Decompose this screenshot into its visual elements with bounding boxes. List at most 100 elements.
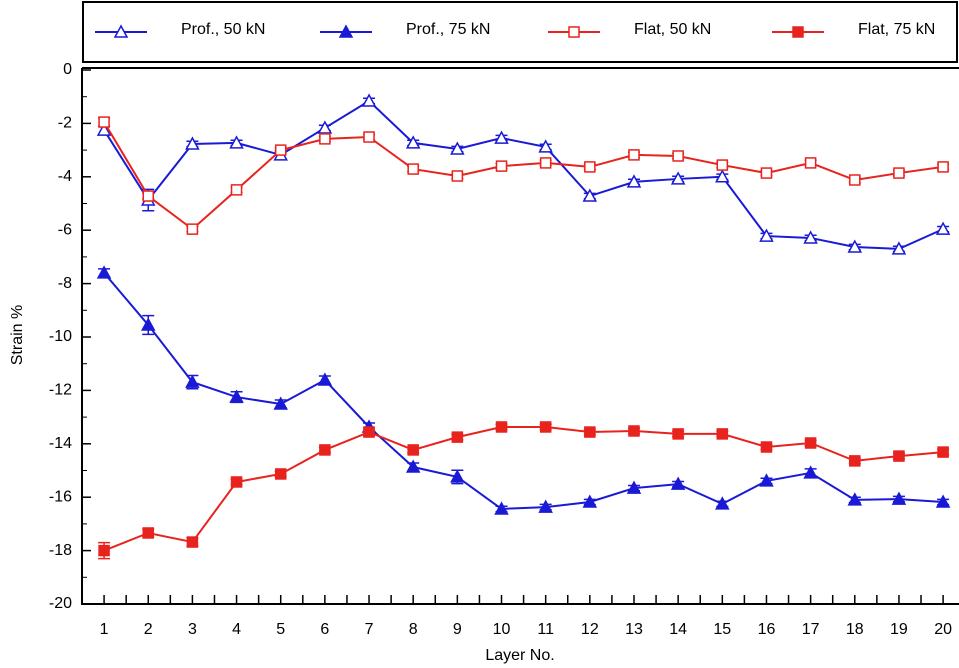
x-tick-label: 6 xyxy=(320,621,329,638)
x-tick-label: 11 xyxy=(537,621,554,638)
data-point xyxy=(407,444,419,456)
x-tick-label: 17 xyxy=(802,621,820,638)
series-line xyxy=(103,425,944,552)
y-tick-label: -2 xyxy=(58,115,72,132)
x-tick-label: 19 xyxy=(890,621,908,638)
data-point xyxy=(582,494,598,508)
data-point xyxy=(715,169,730,183)
legend-label: Flat, 50 kN xyxy=(634,21,711,38)
data-point xyxy=(96,122,112,136)
x-tick-label: 5 xyxy=(276,621,285,638)
y-tick-label: -4 xyxy=(58,168,72,185)
data-point xyxy=(935,494,951,508)
x-axis-label: Layer No. xyxy=(485,647,554,664)
data-point xyxy=(319,133,331,145)
data-point xyxy=(804,157,817,169)
data-point xyxy=(539,157,552,169)
data-point xyxy=(405,459,421,473)
data-point xyxy=(319,444,331,456)
data-point xyxy=(361,93,377,107)
data-point xyxy=(584,161,596,173)
data-point xyxy=(628,149,640,161)
x-tick-label: 15 xyxy=(713,621,731,638)
data-point xyxy=(494,130,509,144)
data-point xyxy=(142,527,154,539)
x-tick-label: 14 xyxy=(669,621,687,638)
data-point xyxy=(937,446,949,458)
legend-marker xyxy=(338,24,354,38)
legend-marker xyxy=(568,26,580,38)
y-tick-label: -12 xyxy=(49,382,72,399)
y-tick-label: -10 xyxy=(49,328,72,345)
x-tick-label: 2 xyxy=(144,621,153,638)
legend-marker xyxy=(113,24,129,38)
data-point xyxy=(98,116,110,128)
data-point xyxy=(716,428,729,440)
data-point xyxy=(274,468,287,480)
data-point xyxy=(229,135,244,149)
data-point xyxy=(363,426,375,438)
data-point xyxy=(849,455,861,467)
data-point xyxy=(715,496,730,510)
data-point xyxy=(716,159,729,171)
data-point xyxy=(760,441,773,453)
x-tick-label: 4 xyxy=(232,621,241,638)
x-tick-label: 13 xyxy=(625,621,643,638)
data-point xyxy=(626,480,642,494)
data-point xyxy=(893,450,905,462)
data-point xyxy=(937,161,949,173)
y-tick-label: -14 xyxy=(49,435,72,452)
data-point xyxy=(407,163,419,175)
data-point xyxy=(672,150,684,162)
data-point xyxy=(96,265,112,279)
data-point xyxy=(229,389,244,403)
series-line xyxy=(103,99,944,250)
data-point xyxy=(672,428,684,440)
data-point xyxy=(186,223,199,235)
x-tick-label: 20 xyxy=(934,621,952,638)
legend-label: Prof., 75 kN xyxy=(406,21,490,38)
data-point xyxy=(405,135,421,149)
data-point xyxy=(538,139,553,153)
x-tick-label: 18 xyxy=(846,621,864,638)
data-point xyxy=(804,437,817,449)
data-point xyxy=(803,230,818,244)
data-point xyxy=(584,426,596,438)
y-tick-label: -20 xyxy=(49,595,72,612)
x-tick-label: 8 xyxy=(409,621,418,638)
data-point xyxy=(759,228,774,242)
y-tick-label: -8 xyxy=(58,275,72,292)
data-point xyxy=(893,167,905,179)
data-point xyxy=(891,241,907,255)
y-tick-label: -6 xyxy=(58,221,72,238)
x-tick-label: 7 xyxy=(365,621,374,638)
data-point xyxy=(849,174,861,186)
legend-box xyxy=(82,1,958,63)
data-point xyxy=(760,167,773,179)
data-point xyxy=(847,492,863,506)
data-point xyxy=(142,190,154,202)
data-point xyxy=(538,499,553,513)
data-point xyxy=(98,544,110,557)
x-tick-label: 9 xyxy=(453,621,462,638)
data-point xyxy=(495,421,508,433)
data-point xyxy=(670,476,686,490)
data-point xyxy=(495,160,508,172)
data-point xyxy=(186,536,199,548)
data-point xyxy=(185,374,200,388)
data-point xyxy=(230,184,243,196)
data-point xyxy=(539,421,552,433)
series-line xyxy=(103,272,944,510)
data-point xyxy=(273,396,288,410)
data-point xyxy=(494,501,509,515)
data-point xyxy=(626,174,642,188)
data-point xyxy=(670,171,686,185)
data-point xyxy=(450,469,465,483)
x-tick-label: 3 xyxy=(188,621,197,638)
y-axis-label: Strain % xyxy=(9,305,26,365)
data-point xyxy=(891,491,907,505)
data-point xyxy=(185,136,200,150)
data-point xyxy=(363,131,375,143)
data-point xyxy=(582,188,598,202)
